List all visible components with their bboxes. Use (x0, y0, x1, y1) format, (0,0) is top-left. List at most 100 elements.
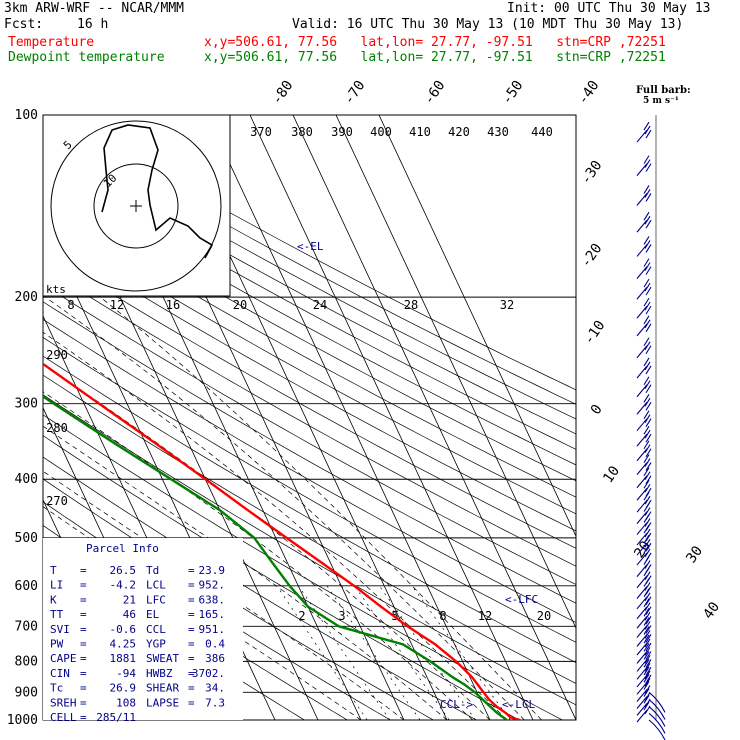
wind-barb (636, 121, 652, 143)
wind-barb-staff (636, 674, 648, 688)
wind-barb-flag (643, 578, 650, 587)
mixing-ratio-line (354, 585, 450, 720)
wind-barb (636, 454, 652, 475)
wind-barb-flag (645, 193, 652, 202)
wind-barb-flag (644, 655, 651, 664)
wind-barb-flag (644, 319, 651, 329)
dry-adiabat-line (43, 355, 576, 663)
moist-adiabat-line (43, 331, 508, 720)
parcel-row-eq: = (188, 593, 195, 606)
wind-barb-flag (644, 678, 651, 687)
wind-barb (636, 440, 652, 462)
dry-adiabat-line (43, 234, 576, 532)
wind-barb-flag (645, 323, 652, 333)
wind-barb-flag (644, 518, 651, 527)
parcel-row-eq: = (188, 579, 195, 592)
dry-adiabat-line (43, 174, 576, 466)
wind-barb-flag (644, 262, 651, 271)
parcel-row-value: 951. (199, 623, 226, 636)
wind-barb-flag (644, 571, 651, 581)
wind-barb-staff (636, 433, 648, 447)
wind-barb (636, 393, 652, 415)
wind-barb (636, 634, 652, 656)
wind-barb-staff (636, 532, 648, 546)
wind-barb-flag (645, 542, 652, 552)
wind-barb (636, 681, 666, 720)
parcel-row-value: 1881 (110, 652, 137, 665)
dry-adiabat-line (43, 301, 576, 604)
parcel-row-label: LCL (146, 579, 166, 592)
plot-frame (42, 114, 577, 721)
parcel-row-value: -0.6 (110, 623, 137, 636)
parcel-row-label: LAPSE (146, 696, 179, 709)
wind-barb-staff (636, 511, 648, 524)
temperature-tick-label: -20 (578, 241, 606, 271)
hodograph-ring-outer (50, 120, 222, 292)
theta-label: 280 (46, 421, 68, 435)
isotherm-line (206, 115, 491, 720)
parcel-row-label: SVI (50, 623, 70, 636)
wind-barb-flag (644, 159, 651, 168)
wind-barb-staff (636, 475, 648, 489)
dry-adiabat-line (43, 219, 576, 515)
wind-barb-flag (643, 155, 650, 164)
wind-barb-flag (645, 642, 652, 652)
wind-barb-staff (636, 606, 648, 620)
wind-barb-staff (636, 193, 648, 206)
wind-barb-staff (636, 689, 648, 702)
pressure-tick-label: 1000 (7, 713, 38, 728)
wind-barb-flag (644, 538, 651, 548)
wind-barb-flag (645, 674, 652, 684)
wind-barb (636, 376, 652, 398)
wind-barb-flag (643, 643, 650, 652)
parcel-row-eq: = (80, 652, 87, 665)
wind-barb-staff (636, 462, 648, 475)
wind-barb-staff (636, 586, 648, 599)
dry-adiabat-line (59, 115, 576, 391)
mixing-ratio-label: 20 (233, 298, 247, 312)
wind-barb (636, 258, 652, 279)
parcel-row-value: 0.4 (205, 638, 225, 651)
forecast-label: Fcst: (4, 17, 44, 32)
mixing-ratio-label: 8 (67, 298, 74, 312)
parcel-info-panel: Parcel Info T = 26.5 Td = 23.9 LI = -4.2 LCL = 952.… (43, 538, 243, 724)
mixing-ratio-line (298, 585, 391, 720)
wind-barb-staff (636, 666, 648, 680)
wind-barb-curl (648, 712, 666, 734)
wind-barb-flag (644, 495, 651, 505)
wind-barb-staff (636, 615, 648, 629)
legend-temperature-location: x,y=506.61, 77.56 lat,lon= 27.77, -97.51… (204, 35, 666, 50)
wind-barb-flag (644, 670, 651, 680)
hodograph-ring-inner (93, 163, 179, 249)
wind-barb-staff (636, 384, 648, 398)
temperature-labels: -80 -70 -60 -50 -40 -30 -20 -10 0 10 20 30 40 (269, 78, 723, 622)
wind-barb-flag (643, 524, 650, 534)
wind-barb-staff (636, 365, 648, 379)
wind-barb-flag (644, 705, 651, 715)
temperature-tick-label: -40 (575, 78, 603, 108)
dry-adiabat-line (43, 250, 576, 549)
parcel-row-label: SREH (50, 696, 77, 709)
parcel-row-value: 26.9 (110, 682, 137, 695)
parcel-row-label: Td (146, 564, 159, 577)
isotherm-line (335, 115, 576, 630)
wind-barb-flag (643, 544, 650, 554)
parcel-row-eq: = (188, 623, 195, 636)
wind-barb-flag (643, 491, 650, 501)
mixing-ratio-label: 12 (478, 609, 492, 623)
parcel-row-label: HWBZ (146, 667, 173, 680)
wind-barb-flag (644, 301, 651, 311)
mixing-ratio-label: 2 (298, 609, 305, 623)
wind-barb-staff (636, 552, 648, 566)
wind-barb-flag (645, 634, 652, 643)
wind-barb-flag (643, 674, 650, 683)
wind-barb-staff (636, 305, 648, 319)
parcel-info-title: Parcel Info (86, 542, 159, 555)
parcel-row-eq: = (80, 593, 87, 606)
lcl-marker: <-LCL (502, 698, 535, 711)
moist-adiabat-line (43, 425, 448, 720)
pressure-tick-label: 500 (15, 531, 38, 546)
wind-barb (636, 588, 652, 610)
wind-barb (636, 598, 652, 620)
temperature-tick-label: -70 (341, 78, 369, 108)
